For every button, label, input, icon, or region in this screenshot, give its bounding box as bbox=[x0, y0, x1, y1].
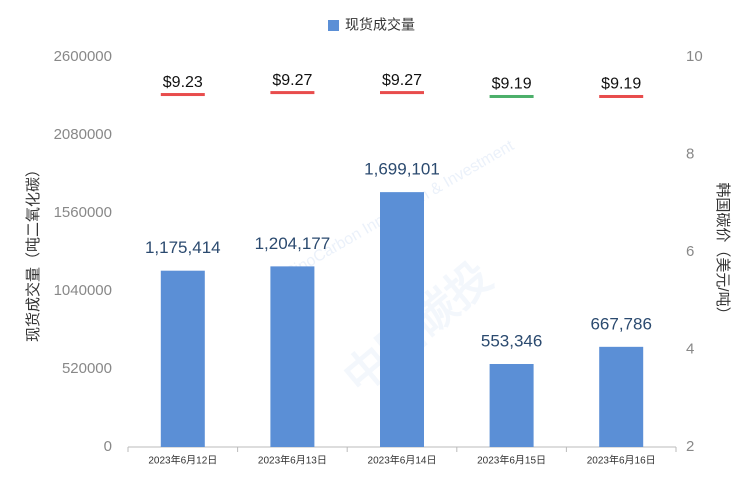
y-tick-label: 1040000 bbox=[54, 282, 112, 299]
legend-label: 现货成交量 bbox=[345, 17, 415, 33]
price-label: $9.27 bbox=[272, 72, 312, 89]
y2-tick-label: 2 bbox=[686, 438, 694, 455]
price-label: $9.19 bbox=[492, 76, 532, 93]
y2-axis-label: 韩国碳价（美元/吨） bbox=[714, 182, 731, 321]
value-label: 553,346 bbox=[481, 331, 542, 350]
x-tick-label: 2023年6月16日 bbox=[587, 454, 656, 467]
value-label: 1,175,414 bbox=[145, 238, 221, 257]
y2-tick-label: 10 bbox=[686, 48, 703, 65]
bar bbox=[380, 192, 424, 447]
y2-tick-label: 6 bbox=[686, 243, 694, 260]
price-label: $9.27 bbox=[382, 72, 422, 89]
bar bbox=[270, 266, 315, 447]
legend-swatch bbox=[328, 20, 339, 31]
price-label: $9.19 bbox=[601, 76, 641, 93]
y-tick-label: 520000 bbox=[62, 360, 112, 377]
x-tick-label: 2023年6月15日 bbox=[477, 454, 546, 467]
bar bbox=[160, 270, 205, 447]
price-label: $9.23 bbox=[163, 74, 203, 91]
y-tick-label: 2600000 bbox=[54, 48, 112, 65]
value-label: 667,786 bbox=[590, 314, 651, 333]
y-tick-label: 1560000 bbox=[54, 204, 112, 221]
y2-tick-label: 4 bbox=[686, 340, 694, 357]
price-mark bbox=[489, 94, 534, 98]
bar bbox=[599, 346, 644, 447]
y-tick-label: 0 bbox=[104, 438, 112, 455]
y-tick-label: 2080000 bbox=[54, 126, 112, 143]
price-mark bbox=[160, 93, 205, 97]
y2-tick-label: 8 bbox=[686, 145, 694, 162]
x-tick-label: 2023年6月12日 bbox=[148, 454, 217, 467]
price-mark bbox=[380, 91, 424, 95]
value-label: 1,699,101 bbox=[364, 160, 440, 179]
x-tick-label: 2023年6月14日 bbox=[368, 454, 437, 467]
y-axis-label: 现货成交量（吨二氧化碳） bbox=[24, 162, 42, 342]
x-tick-label: 2023年6月13日 bbox=[258, 454, 327, 467]
price-mark bbox=[599, 94, 644, 98]
value-label: 1,204,177 bbox=[255, 234, 331, 253]
bar bbox=[489, 363, 534, 447]
price-mark bbox=[270, 91, 315, 95]
